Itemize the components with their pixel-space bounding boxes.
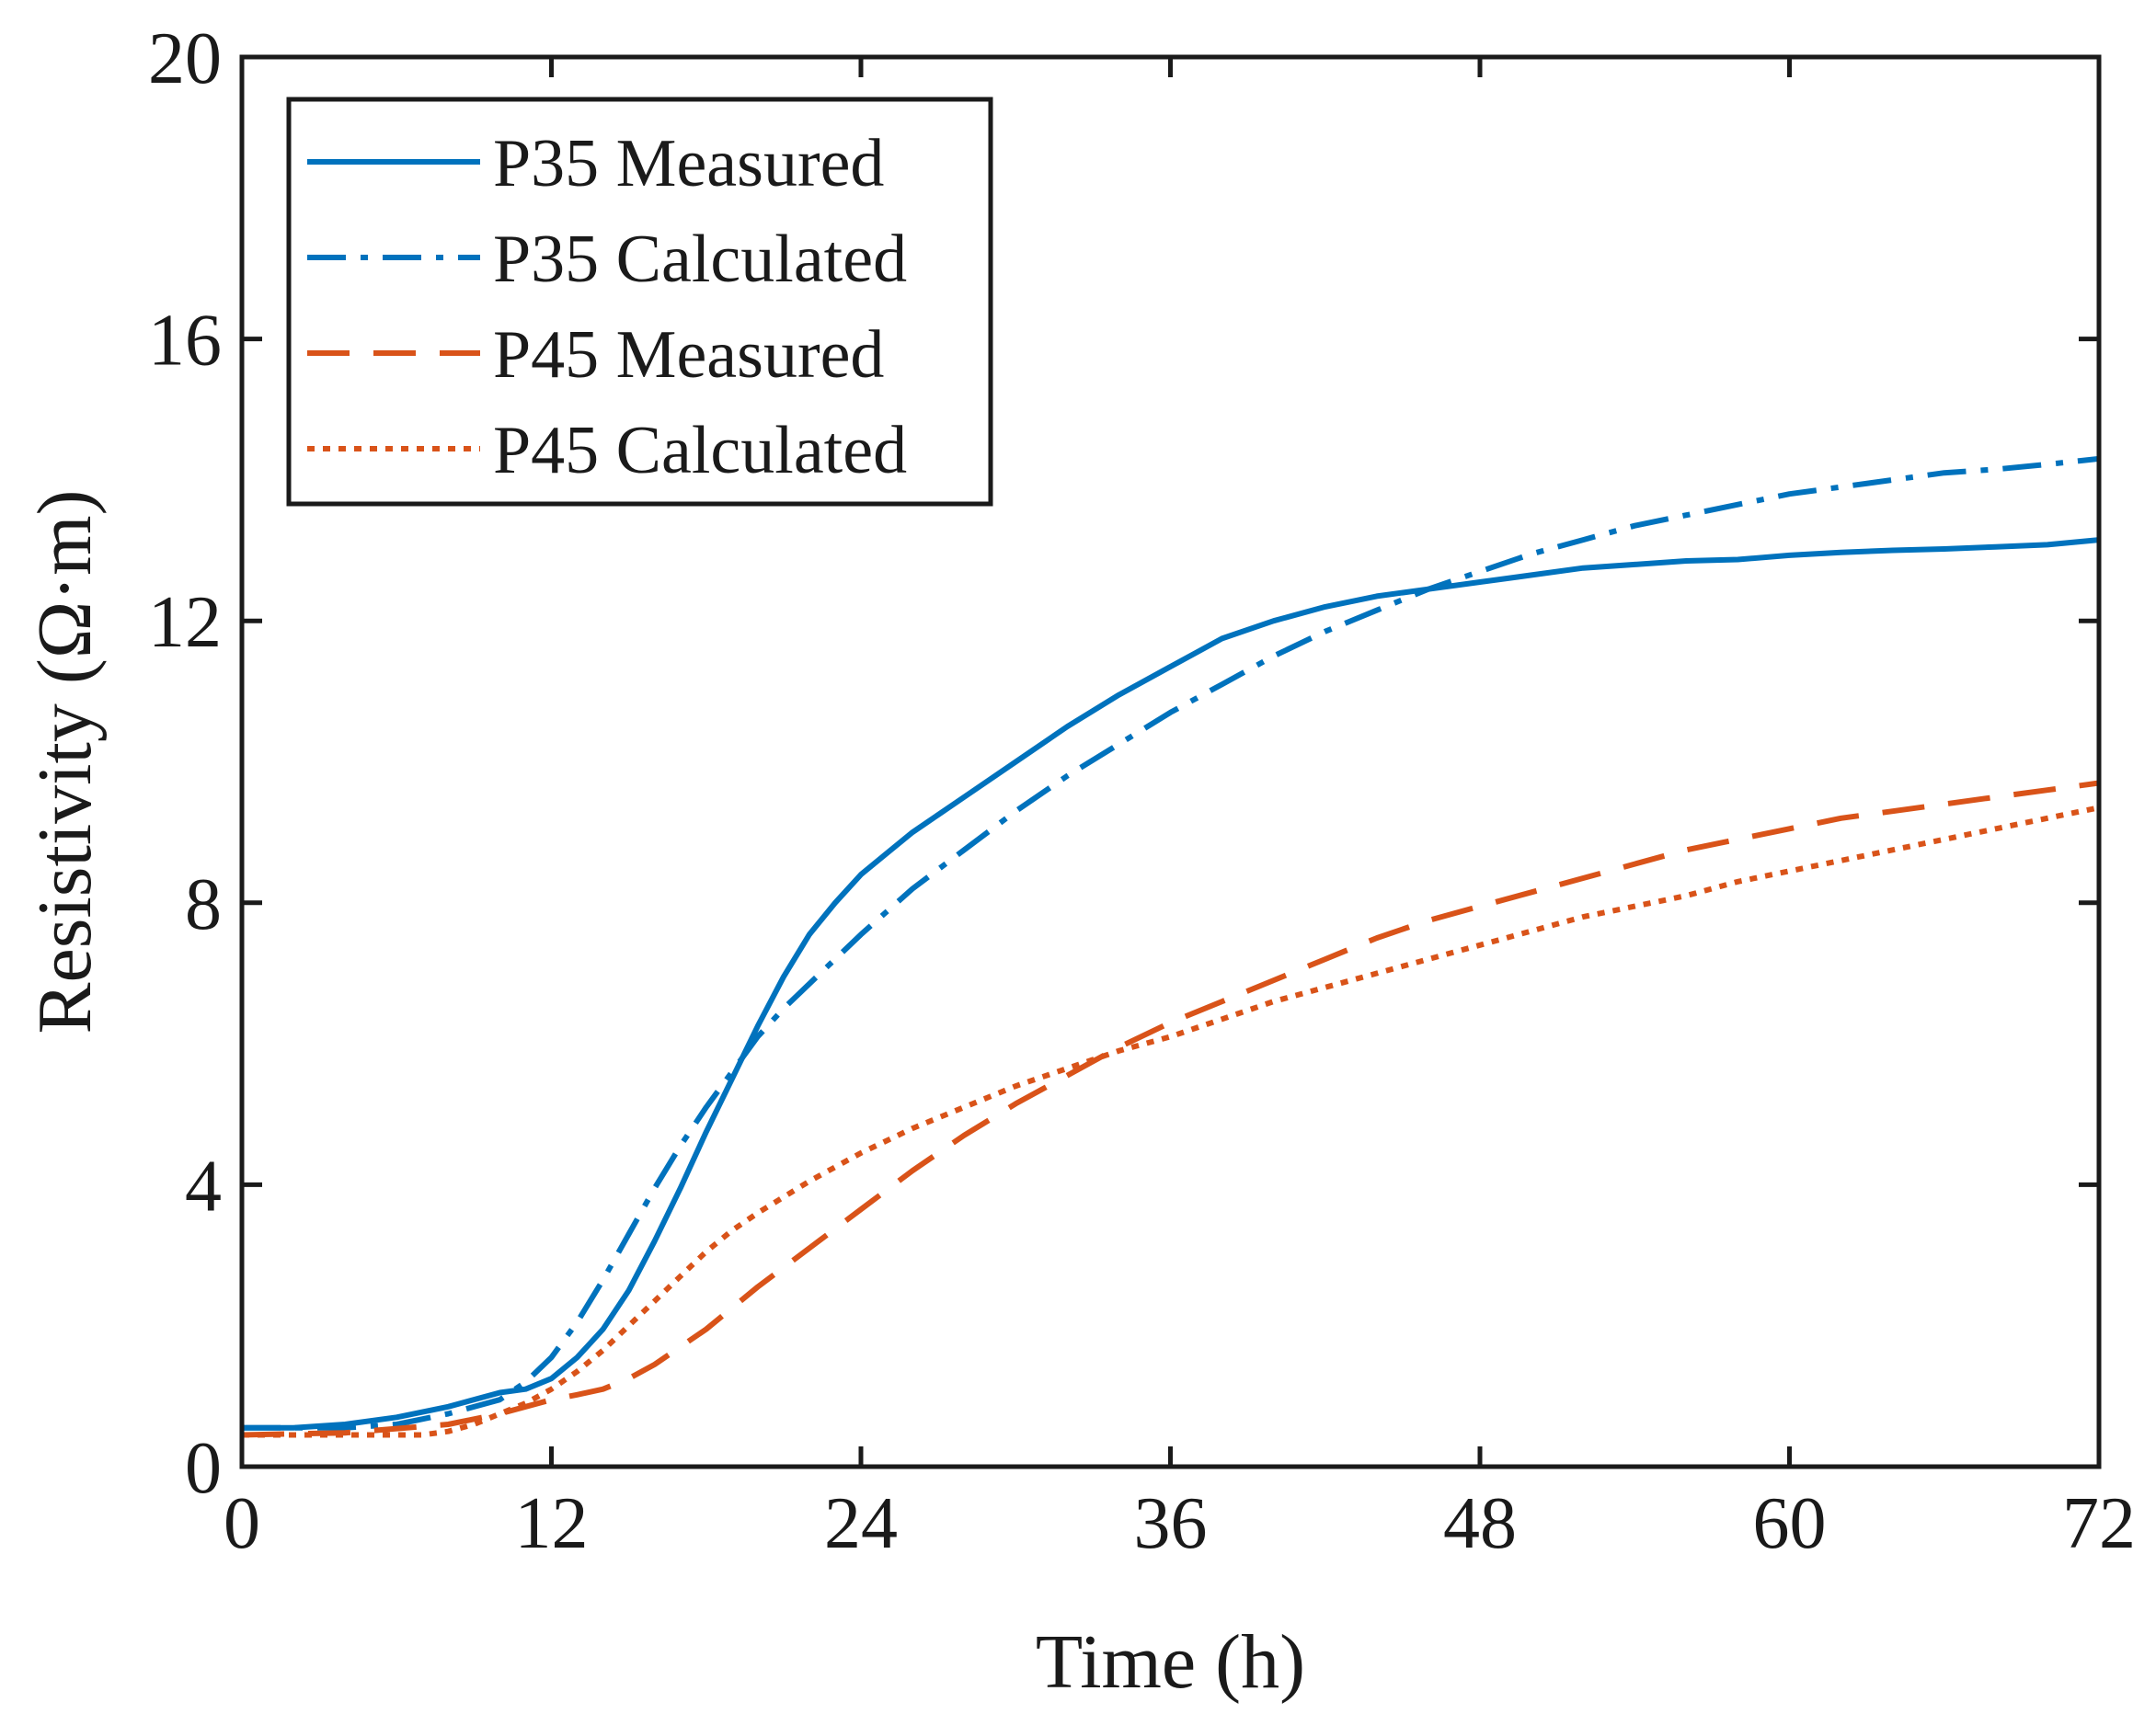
y-tick-label: 16 [148, 301, 222, 382]
x-tick-label: 48 [1443, 1483, 1517, 1564]
x-tick-label: 72 [2062, 1483, 2136, 1564]
series-line-4 [242, 805, 2100, 1438]
y-tick-label: 20 [148, 18, 222, 99]
y-tick-label: 12 [148, 582, 222, 663]
y-tick-label: 4 [185, 1146, 222, 1227]
x-tick-label: 12 [515, 1483, 589, 1564]
legend-entries: P35 Measured P35 Calculated P45 Measured P4… [307, 126, 907, 488]
legend-label-2: P35 Calculated [493, 222, 907, 297]
y-tick-label: 0 [185, 1428, 222, 1509]
legend-label-1: P35 Measured [493, 126, 884, 201]
series-layer [241, 455, 2100, 1438]
legend-label-3: P45 Measured [493, 317, 884, 393]
x-tick-label: 36 [1134, 1483, 1208, 1564]
x-axis-label: Time (h) [1036, 1619, 1305, 1705]
x-tick-label: 0 [224, 1483, 260, 1564]
series-line-2 [242, 455, 2100, 1431]
y-axis-label: Resistivity (Ω·m) [22, 489, 108, 1034]
legend-label-4: P45 Calculated [493, 413, 907, 488]
x-tick-label: 24 [824, 1483, 898, 1564]
series-line-1 [242, 537, 2100, 1431]
legend-box [286, 97, 993, 507]
legend: P35 Measured P35 Calculated P45 Measured P4… [286, 97, 993, 507]
y-tick-label: 8 [185, 864, 222, 945]
x-tick-label: 60 [1753, 1483, 1827, 1564]
